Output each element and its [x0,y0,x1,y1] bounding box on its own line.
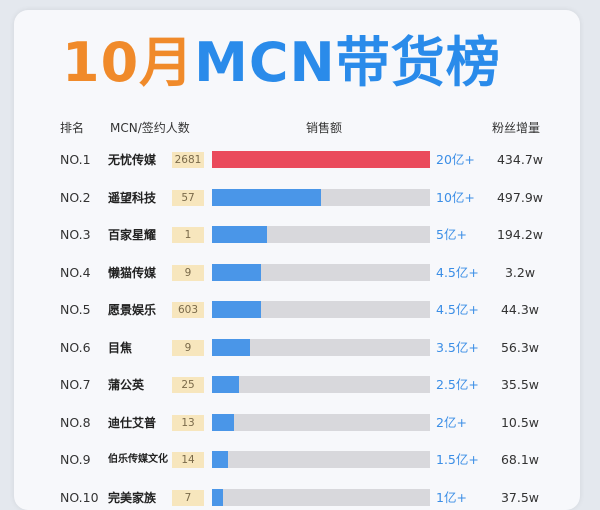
sales-bar [212,413,234,431]
fans-increase-value: 68.1w [500,452,540,467]
sales-bar [212,451,229,468]
sales-value-label: 5亿+ [436,227,467,242]
fans-increase-value: 56.3w [500,339,540,355]
sales-bar-track [212,451,430,468]
signed-count-badge: 57 [172,189,204,206]
fans-increase-value: 3.2w [504,264,536,280]
sales-bar [212,488,223,506]
signed-count-badge: 9 [172,264,204,281]
header-rank: 排名 [60,121,85,135]
sales-value-label: 1.5亿+ [436,452,479,467]
signed-count-badge: 14 [172,452,204,468]
signed-count-badge: 25 [172,377,204,393]
sales-value-label: 4.5亿+ [436,302,479,317]
sales-bar [212,188,321,206]
signed-count-badge: 603 [172,302,204,318]
sales-bar-track [212,488,430,506]
title-month: 10月 [62,31,195,94]
mcn-name: 伯乐传媒文化 [108,454,168,465]
chart-title: 10月MCN带货榜 [62,28,501,98]
sales-bar [212,226,267,243]
header-sales: 销售额 [306,121,343,135]
header-fans: 粉丝增量 [492,121,541,135]
rank-label: NO.7 [60,377,91,392]
sales-value-label: 1亿+ [436,489,467,505]
signed-count-badge: 1 [172,227,204,243]
fans-increase-value: 497.9w [496,189,543,205]
mcn-name: 百家星耀 [108,228,157,242]
sales-value-label: 4.5亿+ [436,264,479,280]
mcn-name: 懒猫传媒 [108,265,157,280]
rank-label: NO.1 [60,152,91,167]
signed-count-badge: 7 [172,489,204,506]
rank-label: NO.6 [60,339,91,355]
title-main: MCN带货榜 [194,31,501,94]
signed-count-badge: 13 [172,414,204,431]
sales-bar-track [212,338,430,356]
sales-bar [212,376,240,393]
fans-increase-value: 10.5w [500,414,540,430]
mcn-name: 无忧传媒 [108,153,157,167]
rank-label: NO.4 [60,264,91,280]
sales-value-label: 2.5亿+ [436,377,479,392]
sales-bar [212,263,262,281]
sales-bar-track [212,263,430,281]
rank-label: NO.9 [60,452,91,467]
sales-bar-track [212,151,430,168]
rank-label: NO.2 [60,189,91,205]
rank-label: NO.5 [60,302,91,317]
rank-label: NO.3 [60,227,91,242]
fans-increase-value: 434.7w [496,152,543,167]
header-mcn: MCN/签约人数 [110,121,190,135]
mcn-name: 目焦 [108,340,133,355]
fans-increase-value: 35.5w [500,377,540,392]
mcn-name: 蒲公英 [108,378,145,392]
fans-increase-value: 44.3w [500,302,540,317]
fans-increase-value: 37.5w [500,489,540,505]
sales-bar-track [212,188,430,206]
signed-count-badge: 2681 [172,152,204,168]
mcn-name: 遥望科技 [108,190,157,205]
sales-bar [212,301,262,318]
sales-value-label: 2亿+ [436,414,467,430]
rank-label: NO.10 [60,489,99,505]
sales-value-label: 20亿+ [436,152,475,167]
sales-bar-track [212,376,430,393]
signed-count-badge: 9 [172,339,204,356]
sales-value-label: 10亿+ [436,189,475,205]
mcn-name: 愿景娱乐 [108,303,157,317]
sales-bar [212,338,251,356]
sales-bar-track [212,226,430,243]
sales-value-label: 3.5亿+ [436,339,479,355]
rank-label: NO.8 [60,414,91,430]
mcn-name: 完美家族 [108,490,157,505]
mcn-name: 迪仕艾普 [108,415,157,430]
sales-bar [212,151,430,168]
sales-bar-track [212,301,430,318]
fans-increase-value: 194.2w [496,227,543,242]
sales-bar-track [212,413,430,431]
